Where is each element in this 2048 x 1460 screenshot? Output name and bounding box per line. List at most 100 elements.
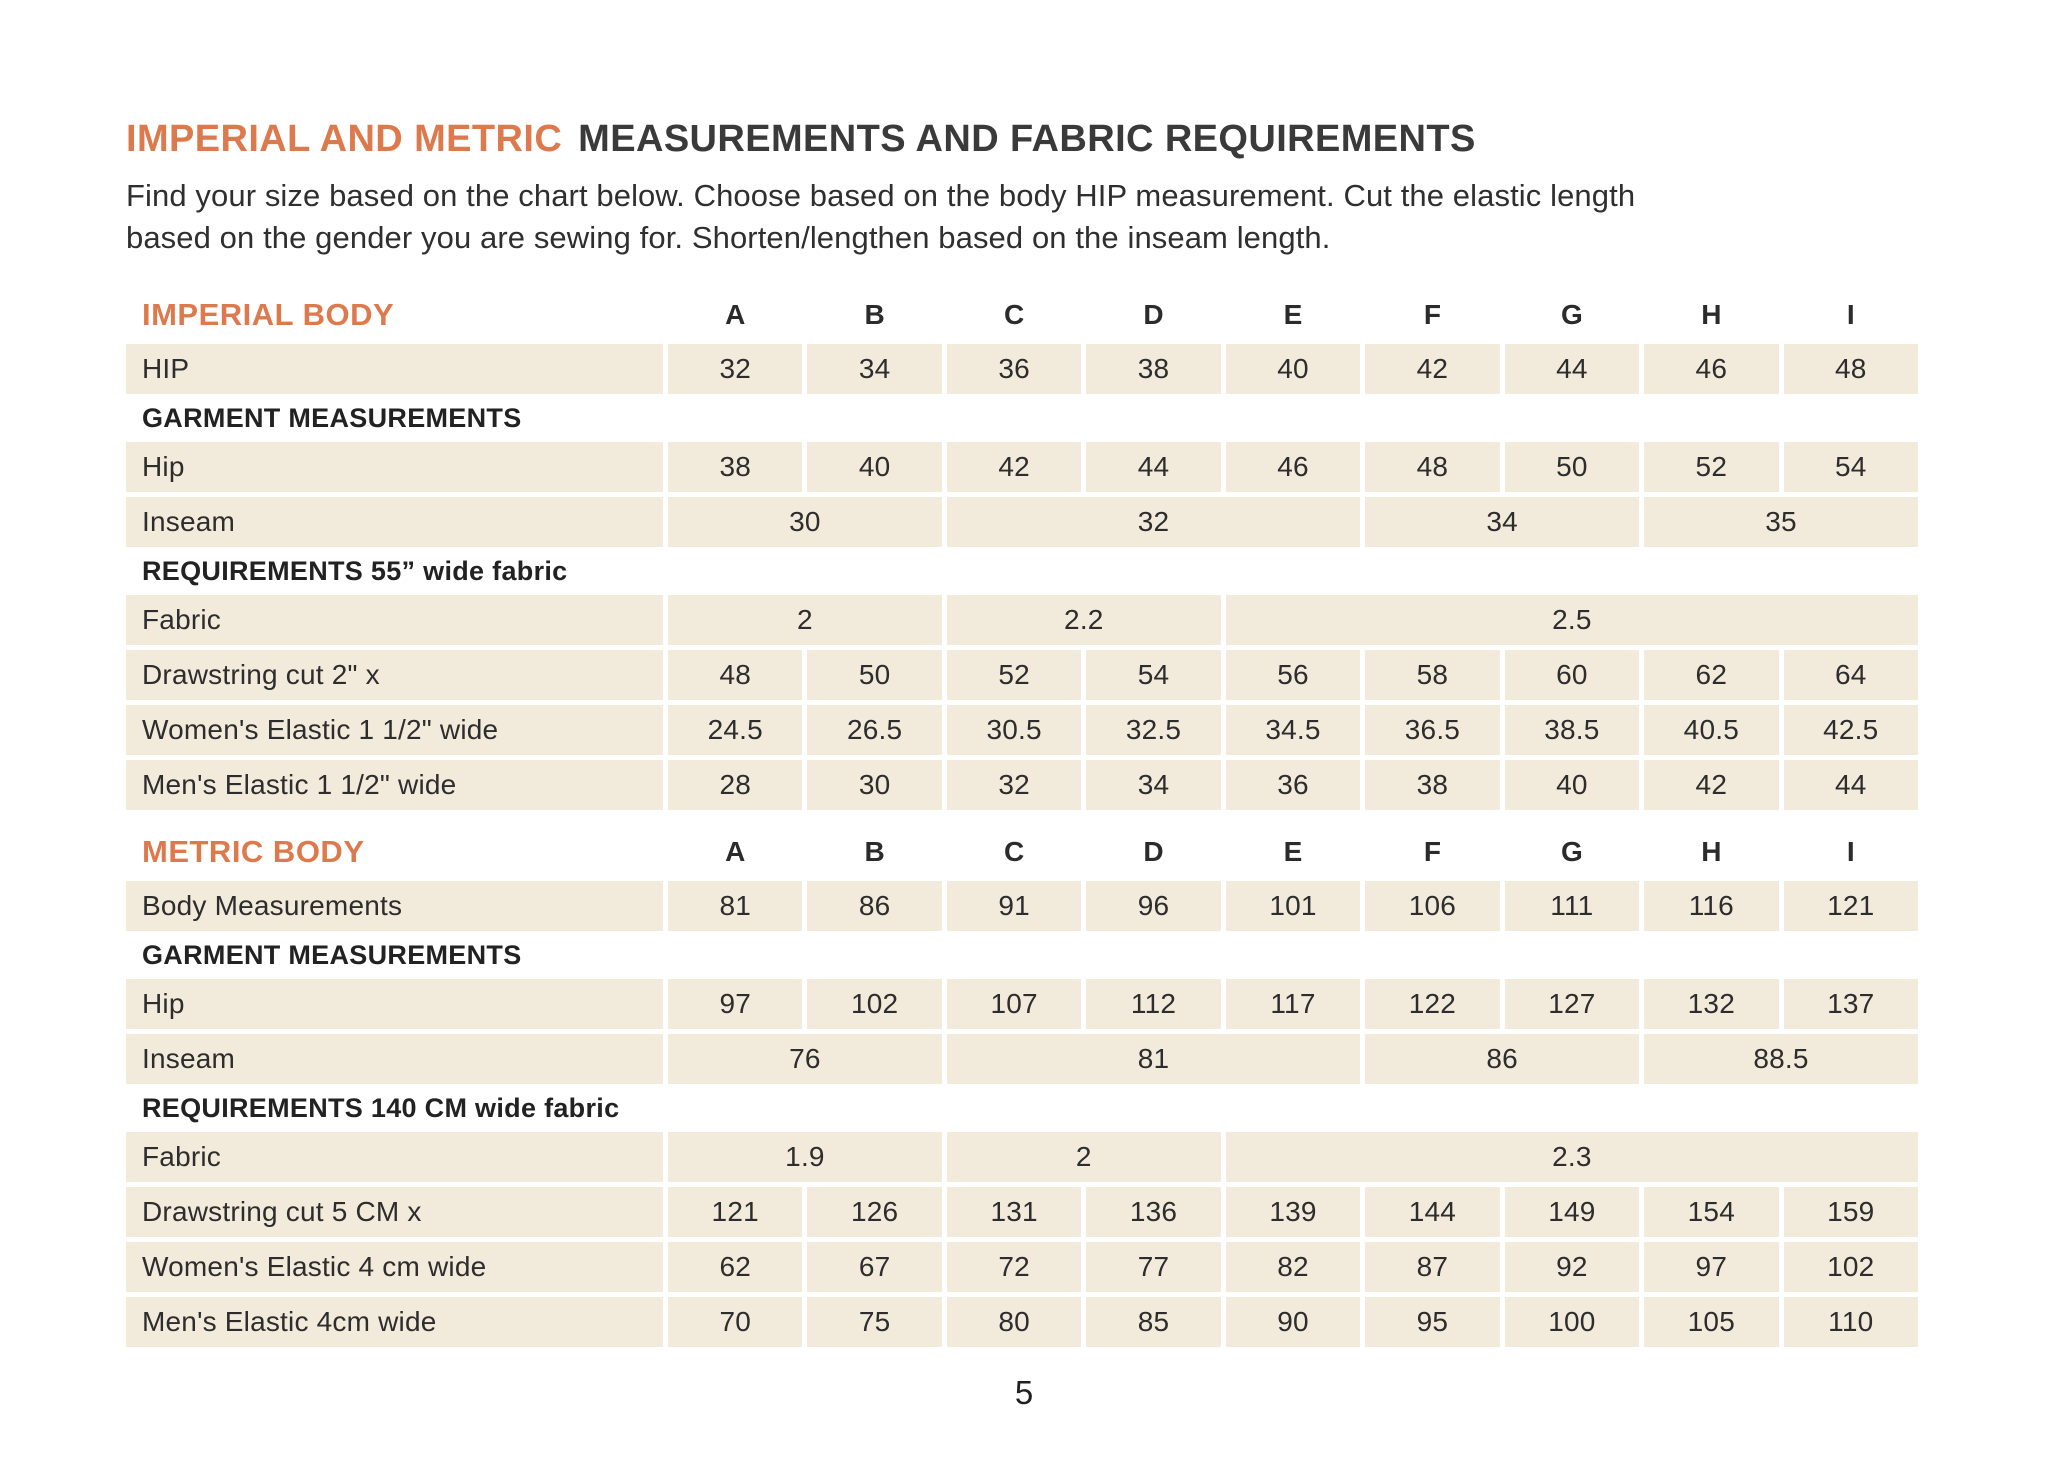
section-header-row: METRIC BODY A B C D E F G H I — [126, 832, 1918, 872]
size-cell: 44 — [1086, 442, 1221, 492]
column-letter: C — [1003, 836, 1025, 867]
size-cell: 95 — [1365, 1297, 1500, 1347]
intro-paragraph: Find your size based on the chart below.… — [126, 175, 1918, 259]
column-letter: H — [1701, 299, 1722, 330]
size-cell: 67 — [807, 1242, 942, 1292]
size-cell: 106 — [1365, 881, 1500, 931]
size-cell: 92 — [1504, 1242, 1640, 1292]
size-cell: 30.5 — [946, 705, 1082, 755]
size-cell: 42 — [1644, 760, 1779, 810]
size-cell: 52 — [1644, 442, 1779, 492]
column-letter: B — [864, 299, 885, 330]
table-row: Men's Elastic 1 1/2" wide 28 30 32 34 36 38 40 4… — [126, 760, 1918, 810]
size-cell: 58 — [1365, 650, 1500, 700]
size-cell: 91 — [946, 881, 1082, 931]
size-cell: 40 — [1225, 344, 1361, 394]
table-row: Women's Elastic 4 cm wide 62 67 72 77 82 87 92 9… — [126, 1242, 1918, 1292]
row-label: Body Measurements — [126, 881, 663, 931]
size-cell: 40.5 — [1644, 705, 1779, 755]
size-cell: 137 — [1783, 979, 1918, 1029]
size-cell: 105 — [1644, 1297, 1779, 1347]
row-label: Inseam — [126, 497, 663, 547]
size-cell: 54 — [1783, 442, 1918, 492]
size-cell: 44 — [1504, 344, 1640, 394]
table-row: Women's Elastic 1 1/2" wide 24.5 26.5 30.5 3… — [126, 705, 1918, 755]
size-cell: 34 — [807, 344, 942, 394]
size-cell: 85 — [1086, 1297, 1221, 1347]
size-cell: 86 — [1365, 1034, 1640, 1084]
section-heading: METRIC BODY — [142, 834, 365, 869]
size-cell: 46 — [1225, 442, 1361, 492]
page-title-accent: IMPERIAL AND METRIC — [126, 118, 563, 160]
row-label: Men's Elastic 1 1/2" wide — [126, 760, 663, 810]
row-label: Men's Elastic 4cm wide — [126, 1297, 663, 1347]
size-cell: 126 — [807, 1187, 942, 1237]
row-label: Fabric — [126, 1132, 663, 1182]
size-cell: 127 — [1504, 979, 1640, 1029]
size-cell: 26.5 — [807, 705, 942, 755]
size-cell: 72 — [946, 1242, 1082, 1292]
size-cell: 87 — [1365, 1242, 1500, 1292]
column-letter: H — [1701, 836, 1722, 867]
size-cell: 36 — [1225, 760, 1361, 810]
size-cell: 60 — [1504, 650, 1640, 700]
size-cell: 2.5 — [1225, 595, 1918, 645]
size-cell: 42 — [1365, 344, 1500, 394]
size-cell: 80 — [946, 1297, 1082, 1347]
size-cell: 116 — [1644, 881, 1779, 931]
size-cell: 62 — [1644, 650, 1779, 700]
row-label: Fabric — [126, 595, 663, 645]
row-label: Women's Elastic 1 1/2" wide — [126, 705, 663, 755]
table-row: Inseam 76 81 86 88.5 — [126, 1034, 1918, 1084]
size-cell: 32 — [946, 760, 1082, 810]
size-cell: 42 — [946, 442, 1082, 492]
size-cell: 50 — [807, 650, 942, 700]
column-letter: E — [1283, 836, 1303, 867]
size-cell: 149 — [1504, 1187, 1640, 1237]
size-cell: 36 — [946, 344, 1082, 394]
size-cell: 2 — [946, 1132, 1221, 1182]
size-cell: 36.5 — [1365, 705, 1500, 755]
size-cell: 102 — [1783, 1242, 1918, 1292]
size-cell: 28 — [668, 760, 803, 810]
table-row: Hip 97 102 107 112 117 122 127 132 137 — [126, 979, 1918, 1029]
size-cell: 144 — [1365, 1187, 1500, 1237]
size-cell: 2.2 — [946, 595, 1221, 645]
size-cell: 32 — [946, 497, 1361, 547]
measurement-tables: IMPERIAL BODY A B C D E F G H I HIP 32 34 36 38 40 42 44 4… — [126, 295, 1918, 1347]
size-cell: 35 — [1644, 497, 1918, 547]
page-title: IMPERIAL AND METRIC MEASUREMENTS AND FABR… — [126, 118, 1918, 161]
size-cell: 32 — [668, 344, 803, 394]
size-cell: 77 — [1086, 1242, 1221, 1292]
size-cell: 50 — [1504, 442, 1640, 492]
column-letter: G — [1560, 836, 1583, 867]
size-cell: 107 — [946, 979, 1082, 1029]
size-cell: 90 — [1225, 1297, 1361, 1347]
column-letter: E — [1283, 299, 1303, 330]
table-row: Fabric 2 2.2 2.5 — [126, 595, 1918, 645]
size-cell: 24.5 — [668, 705, 803, 755]
column-letter: C — [1003, 299, 1025, 330]
size-cell: 38 — [1086, 344, 1221, 394]
intro-line: Find your size based on the chart below.… — [126, 178, 1636, 213]
size-cell: 117 — [1225, 979, 1361, 1029]
table-row: Inseam 30 32 34 35 — [126, 497, 1918, 547]
size-cell: 62 — [668, 1242, 803, 1292]
size-cell: 56 — [1225, 650, 1361, 700]
size-cell: 54 — [1086, 650, 1221, 700]
size-cell: 34 — [1086, 760, 1221, 810]
size-cell: 154 — [1644, 1187, 1779, 1237]
size-cell: 132 — [1644, 979, 1779, 1029]
column-letter: I — [1846, 299, 1855, 330]
sub-heading: REQUIREMENTS 55” wide fabric — [126, 552, 1918, 590]
size-cell: 46 — [1644, 344, 1779, 394]
size-cell: 88.5 — [1644, 1034, 1918, 1084]
table-row: Hip 38 40 42 44 46 48 50 52 54 — [126, 442, 1918, 492]
size-cell: 2.3 — [1225, 1132, 1918, 1182]
table-row: Body Measurements 81 86 91 96 101 106 111 116 121 — [126, 881, 1918, 931]
size-cell: 34 — [1365, 497, 1640, 547]
size-cell: 64 — [1783, 650, 1918, 700]
size-cell: 76 — [668, 1034, 942, 1084]
size-cell: 81 — [668, 881, 803, 931]
page-title-main: MEASUREMENTS AND FABRIC REQUIREMENTS — [578, 118, 1476, 160]
